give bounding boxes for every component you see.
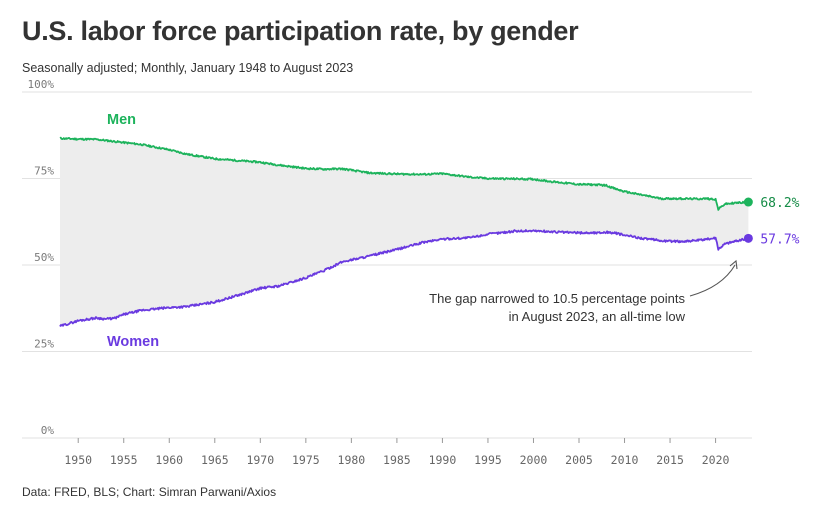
x-tick-label: 1965 (201, 453, 229, 467)
end-point-men (743, 197, 753, 207)
annotation-line-2: in August 2023, an all-time low (509, 309, 686, 324)
x-tick-label: 2015 (656, 453, 684, 467)
chart-labels: 0% 25% 50% 75% 100% 1950 1955 1960 1965 1970 1975 1… (28, 78, 800, 467)
chart-title: U.S. labor force participation rate, by … (22, 16, 579, 46)
chart-source: Data: FRED, BLS; Chart: Simran Parwani/A… (22, 485, 277, 499)
x-tick-label: 1990 (429, 453, 457, 467)
chart-subtitle: Seasonally adjusted; Monthly, January 19… (22, 61, 354, 75)
series-lines (59, 136, 753, 327)
annotation-line-1: The gap narrowed to 10.5 percentage poin… (429, 291, 685, 306)
x-tick-label: 1985 (383, 453, 411, 467)
y-tick-label: 0% (41, 424, 55, 437)
x-tick-label: 1980 (338, 453, 366, 467)
y-tick-label: 50% (34, 251, 54, 264)
series-line-women (59, 229, 749, 327)
x-tick-label: 2000 (520, 453, 548, 467)
annotation-arrowhead (729, 259, 738, 270)
x-axis (77, 438, 717, 443)
x-tick-label: 2005 (565, 453, 593, 467)
y-tick-label: 75% (34, 165, 54, 178)
x-tick-label: 1975 (292, 453, 320, 467)
end-point-women (743, 233, 753, 243)
series-line-men (59, 136, 749, 211)
x-tick-label: 2010 (611, 453, 639, 467)
x-tick-label: 2020 (702, 453, 730, 467)
x-tick-label: 1970 (246, 453, 274, 467)
x-tick-label: 1955 (110, 453, 138, 467)
series-label-women: Women (107, 334, 159, 350)
series-label-men: Men (107, 112, 136, 128)
y-tick-label: 25% (34, 338, 54, 351)
annotation-arrow (689, 264, 736, 297)
y-tick-label: 100% (28, 78, 55, 91)
x-tick-label: 1995 (474, 453, 502, 467)
end-label-men: 68.2% (760, 196, 799, 211)
x-tick-label: 1960 (155, 453, 183, 467)
end-label-women: 57.7% (760, 232, 799, 247)
x-tick-label: 1950 (64, 453, 92, 467)
